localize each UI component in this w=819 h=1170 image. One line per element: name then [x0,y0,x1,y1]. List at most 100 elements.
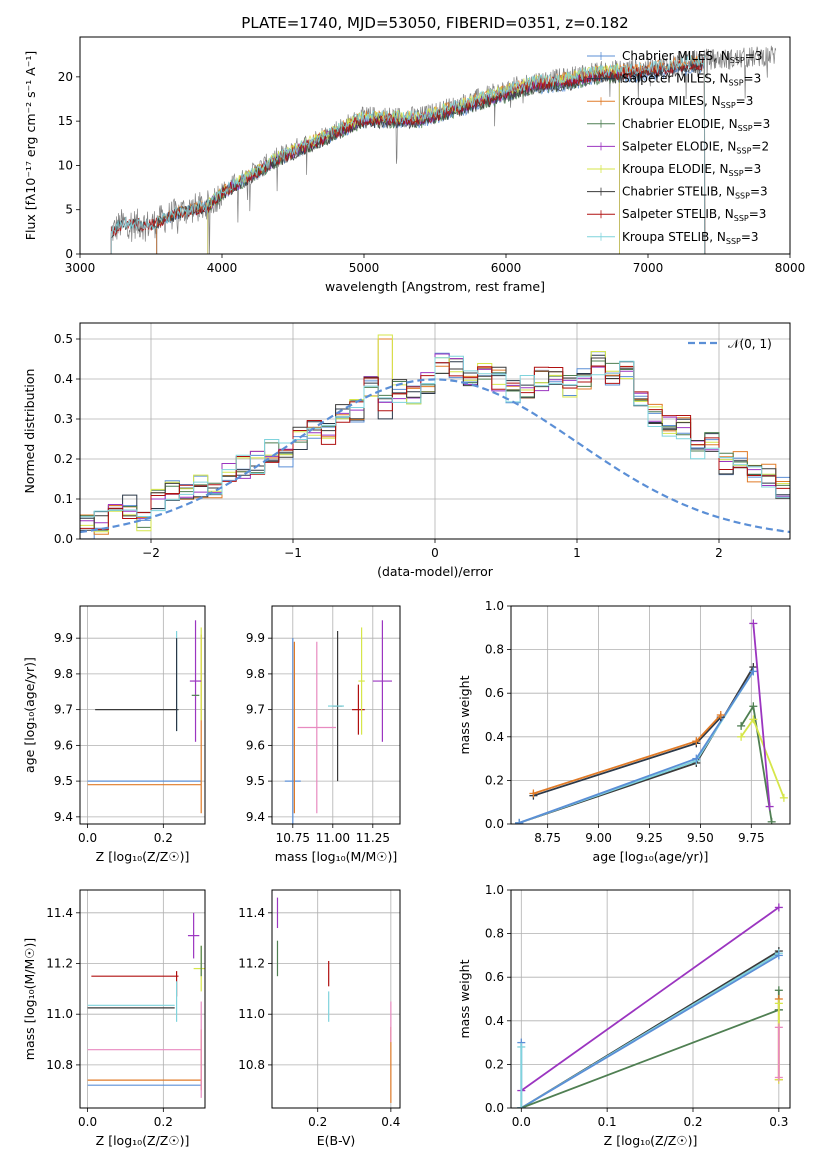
y-axis-label: age [log₁₀(age/yr)] [22,657,37,773]
y-tick-label: 1.0 [485,883,504,897]
residuals-frame [79,322,791,540]
model-spectrum-chabrier_stelib [110,61,706,254]
y-tick-label: 0.4 [485,730,504,744]
y-tick-label: 0.6 [485,970,504,984]
mass_vs_z-axes: 0.0 0.2 10.8 11.0 11.2 11.4 Z [log₁₀(Z/Z☉)] mas… [22,890,205,1148]
histogram-lines [80,334,790,539]
x-tick-label: 7000 [633,261,664,275]
series-line-salpeter_elodie [520,906,780,1092]
y-tick-label: 9.9 [246,631,265,645]
x-axis-label: Z [log₁₀(Z/Z☉)] [96,1133,190,1148]
x-tick-label: 5000 [349,261,380,275]
x-tick-label: 0.0 [512,1115,531,1129]
model-spectrum-salpeter_miles [156,56,706,254]
spectrum-axes: 3000 4000 5000 6000 7000 8000 0 5 10 15 20 waveleng… [23,51,805,294]
y-tick-label: 0.2 [485,773,504,787]
y-tick-label: 0.4 [54,372,73,386]
gaussian-curve [80,378,790,534]
weight_vs_age-axes: 8.75 9.00 9.25 9.50 9.75 0.0 0.2 0.4 0.6 0.8 1.0 ag… [457,599,790,864]
x-tick-label: 9.50 [687,831,714,845]
x-tick-label: 9.75 [738,831,765,845]
residuals-legend: 𝒩(0, 1) [688,337,772,351]
y-tick-label: 11.0 [46,1007,73,1021]
mass_vs_ebv-axes: 0.2 0.4 10.8 11.0 11.2 11.4 E(B-V) [238,890,400,1148]
y-tick-label: 5 [65,203,73,217]
y-tick-label: 9.5 [54,774,73,788]
y-axis-label: Normed distribution [22,369,37,494]
x-axis-label: E(B-V) [317,1133,356,1148]
mass_vs_z-points [87,912,205,1098]
y-tick-label: 0.2 [54,452,73,466]
x-axis-label: Z [log₁₀(Z/Z☉)] [604,1133,698,1148]
x-tick-label: 0.2 [683,1115,702,1129]
y-tick-label: 15 [58,114,73,128]
y-tick-label: 1.0 [485,599,504,613]
legend-entry: Chabrier MILES, NSSP=3 [622,49,762,65]
y-tick-label: 0.1 [54,492,73,506]
y-axis-label: Flux [fλ10⁻¹⁷ erg cm⁻² s⁻¹ A⁻¹] [23,51,38,240]
y-tick-label: 0.4 [485,1014,504,1028]
legend-entry: Chabrier STELIB, NSSP=3 [622,185,768,201]
weight_vs_z-series [517,903,783,1108]
mass_vs_ebv-frame [271,889,401,1109]
x-tick-label: 0.2 [308,1115,327,1129]
residuals-axes: −2 −1 0 1 2 0.0 0.1 0.2 0.3 0.4 0.5 (data-model)/er… [22,323,790,579]
chart-title: PLATE=1740, MJD=53050, FIBERID=0351, z=0… [241,14,628,32]
y-tick-label: 0.6 [485,686,504,700]
y-tick-label: 0.2 [485,1057,504,1071]
x-tick-label: 11.25 [356,831,390,845]
legend-entry: Chabrier ELODIE, NSSP=3 [622,117,770,133]
legend-entry: Kroupa STELIB, NSSP=3 [622,230,759,246]
y-tick-label: 9.4 [246,810,265,824]
y-tick-label: 0.3 [54,412,73,426]
y-axis-label: mass [log₁₀(M/M☉)] [22,938,37,1060]
y-tick-label: 9.6 [246,738,265,752]
y-tick-label: 0.0 [54,532,73,546]
y-tick-label: 0 [65,247,73,261]
x-tick-label: 11.00 [316,831,350,845]
model-spectrum-chabrier_miles [156,62,706,254]
y-tick-label: 10.8 [238,1058,265,1072]
age_vs_mass-frame [271,605,401,825]
y-tick-label: 9.7 [54,703,73,717]
x-tick-label: 0.0 [78,831,97,845]
legend-entry: Salpeter ELODIE, NSSP=2 [622,139,769,155]
x-tick-label: 6000 [491,261,522,275]
y-tick-label: 11.0 [238,1007,265,1021]
x-axis-label: wavelength [Angstrom, rest frame] [325,279,545,294]
x-axis-label: mass [log₁₀(M/M☉)] [275,849,397,864]
y-tick-label: 11.2 [238,957,265,971]
x-tick-label: 8.75 [534,831,561,845]
legend-entry: Salpeter STELIB, NSSP=3 [622,207,766,223]
spectrum-legend: Chabrier MILES, NSSP=3 Salpeter MILES, NS… [587,49,770,246]
x-tick-label: 9.25 [636,831,663,845]
x-axis-label: Z [log₁₀(Z/Z☉)] [96,849,190,864]
y-tick-label: 0.8 [485,643,504,657]
y-tick-label: 9.9 [54,631,73,645]
spectrum-frame [79,36,791,255]
series-line-kroupa_stelib [518,670,755,824]
y-tick-label: 9.8 [54,667,73,681]
series-line-chabrier_elodie [520,1009,780,1108]
x-tick-label: 4000 [207,261,238,275]
age_vs_mass-axes: 10.75 11.00 11.25 9.4 9.5 9.6 9.7 9.8 9.9 mass [l… [246,606,400,864]
y-tick-label: 11.4 [238,906,265,920]
x-tick-label: 0.4 [381,1115,400,1129]
x-tick-label: 9.00 [585,831,612,845]
y-tick-label: 9.7 [246,703,265,717]
y-tick-label: 10.8 [46,1058,73,1072]
y-tick-label: 9.8 [246,667,265,681]
y-axis-label: mass weight [457,959,472,1038]
series-line-chabrier_stelib [518,666,755,824]
y-tick-label: 11.2 [46,957,73,971]
legend-entry: Kroupa ELODIE, NSSP=3 [622,162,761,178]
series-line-chabrier_elodie [740,703,773,822]
age_vs_mass-points [284,620,392,824]
x-axis-label: age [log₁₀(age/yr)] [593,849,709,864]
series-line-salpeter_elodie [752,623,771,807]
y-tick-label: 0.0 [485,817,504,831]
x-tick-label: 0.0 [78,1115,97,1129]
age_vs_z-frame [79,605,206,825]
x-tick-label: −1 [284,546,302,560]
legend-entry: 𝒩(0, 1) [728,337,772,351]
